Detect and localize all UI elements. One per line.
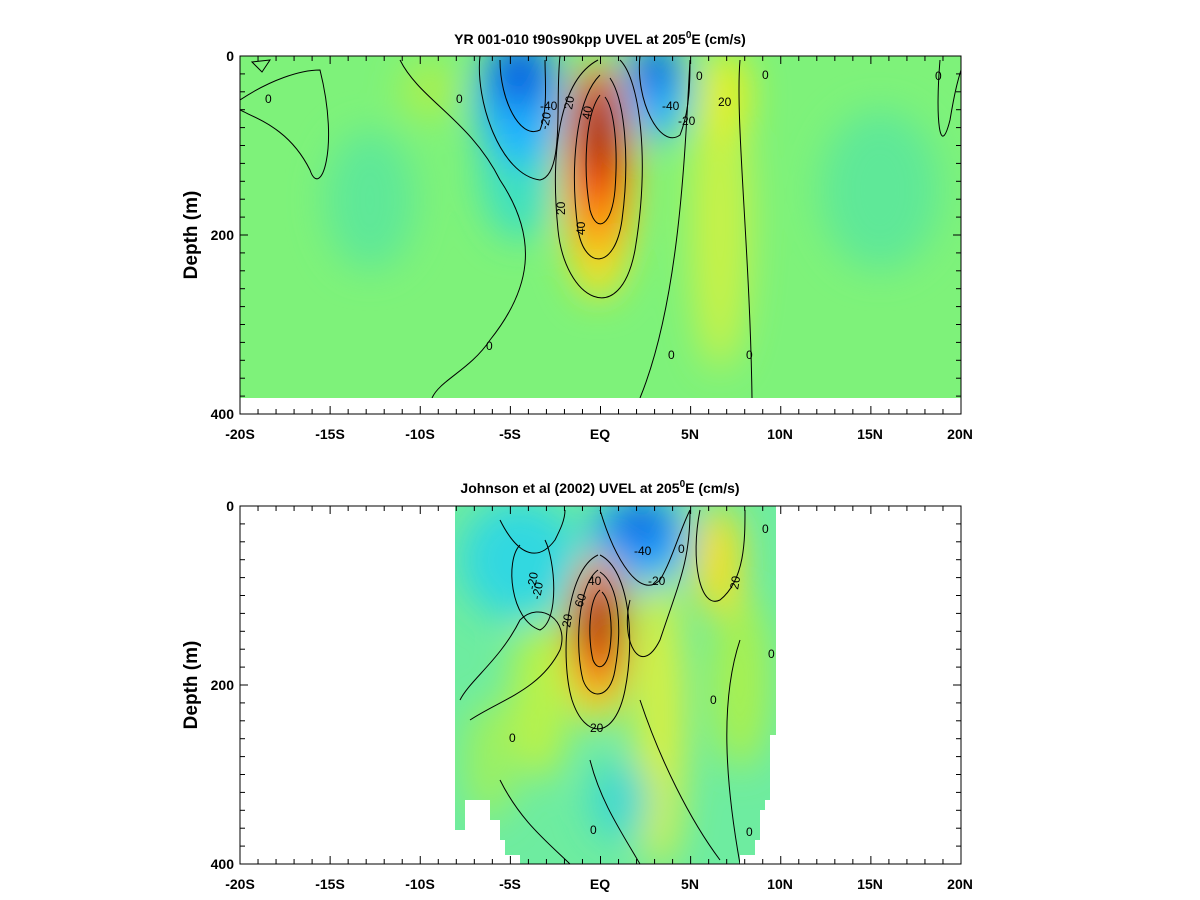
- heatmap-field: [455, 506, 776, 864]
- contour-label: 0: [265, 92, 272, 106]
- x-tick-label: 10N: [767, 876, 793, 892]
- x-tick-label: -15S: [315, 426, 345, 442]
- contour-label: -40: [662, 99, 680, 113]
- y-tick-label: 400: [211, 406, 235, 422]
- x-tick-label: 20N: [947, 426, 973, 442]
- x-tick-labels: -20S -15S -10S -5S EQ 5N 10N 15N 20N: [225, 876, 973, 892]
- contour-label: 40: [574, 221, 588, 235]
- contour-label: 0: [710, 693, 717, 707]
- contour-label: 0: [746, 825, 753, 839]
- x-tick-label: 15N: [857, 876, 883, 892]
- contour-label: 0: [762, 68, 769, 82]
- contour-label: 0: [678, 542, 685, 556]
- contour-label: 20: [718, 95, 732, 109]
- x-tick-labels: -20S -15S -10S -5S EQ 5N 10N 15N 20N: [225, 426, 973, 442]
- contour-label: -20: [678, 114, 696, 128]
- panel-observations: Johnson et al (2002) UVEL at 2050E (cm/s…: [181, 479, 973, 892]
- contour-label: 40: [579, 105, 595, 121]
- axis-ticks: [239, 55, 962, 415]
- y-axis-label: Depth (m): [181, 641, 202, 730]
- x-tick-label: EQ: [590, 876, 610, 892]
- x-tick-label: -20S: [225, 426, 255, 442]
- y-tick-label: 200: [211, 677, 235, 693]
- contour-label: 0: [935, 69, 942, 83]
- axis-ticks: [239, 505, 962, 865]
- x-tick-label: -10S: [405, 426, 435, 442]
- contour-label: 0: [696, 69, 703, 83]
- y-tick-label: 0: [226, 498, 234, 514]
- y-tick-label: 0: [226, 48, 234, 64]
- contour-label: 0: [590, 823, 597, 837]
- contour-label: 0: [668, 348, 675, 362]
- x-tick-label: -20S: [225, 876, 255, 892]
- chart-title: Johnson et al (2002) UVEL at 2050E (cm/s…: [460, 479, 739, 496]
- contour-label: 0: [509, 731, 516, 745]
- x-tick-label: EQ: [590, 426, 610, 442]
- y-tick-label: 400: [211, 856, 235, 872]
- x-tick-label: 10N: [767, 426, 793, 442]
- x-tick-label: -5S: [499, 876, 521, 892]
- contour-labels: -40 -20 -20 20 40 60 20 -20 20 0 0 0 0 0…: [509, 522, 775, 839]
- contour-label: 20: [554, 201, 568, 215]
- x-tick-label: 15N: [857, 426, 883, 442]
- contour-labels: 0 0 0 -20 -40 20 40 20 40 -40 -20 20 0 0…: [265, 68, 942, 362]
- contour-label: -20: [524, 571, 541, 591]
- x-tick-label: 5N: [681, 876, 699, 892]
- contour-label: 0: [746, 348, 753, 362]
- y-axis-label: Depth (m): [181, 191, 202, 280]
- contour-label: 20: [590, 721, 604, 735]
- x-tick-label: 5N: [681, 426, 699, 442]
- x-tick-label: -15S: [315, 876, 345, 892]
- y-tick-labels: 0 200 400: [211, 498, 235, 872]
- chart-title: YR 001-010 t90s90kpp UVEL at 2050E (cm/s…: [454, 30, 746, 47]
- y-tick-labels: 0 200 400: [211, 48, 235, 422]
- x-tick-label: -5S: [499, 426, 521, 442]
- contour-label: 40: [588, 574, 602, 588]
- contour-label: 20: [727, 575, 743, 591]
- contour-label: 60: [572, 591, 590, 609]
- panel-model: YR 001-010 t90s90kpp UVEL at 2050E (cm/s…: [181, 30, 973, 442]
- contour-label: -20: [648, 574, 666, 588]
- contour-label: -20: [537, 111, 554, 131]
- contour-label: -20: [529, 581, 546, 601]
- contour-label: 0: [762, 522, 769, 536]
- y-tick-label: 200: [211, 227, 235, 243]
- x-tick-label: 20N: [947, 876, 973, 892]
- contour-label: 0: [456, 92, 463, 106]
- contour-label: 20: [561, 95, 577, 111]
- contour-label: 0: [768, 647, 775, 661]
- contour-label: 0: [486, 339, 493, 353]
- contour-label: -40: [540, 99, 558, 113]
- heatmap-field: [240, 56, 961, 398]
- x-tick-label: -10S: [405, 876, 435, 892]
- contour-label: -40: [634, 544, 652, 558]
- contour-label: 20: [559, 613, 575, 629]
